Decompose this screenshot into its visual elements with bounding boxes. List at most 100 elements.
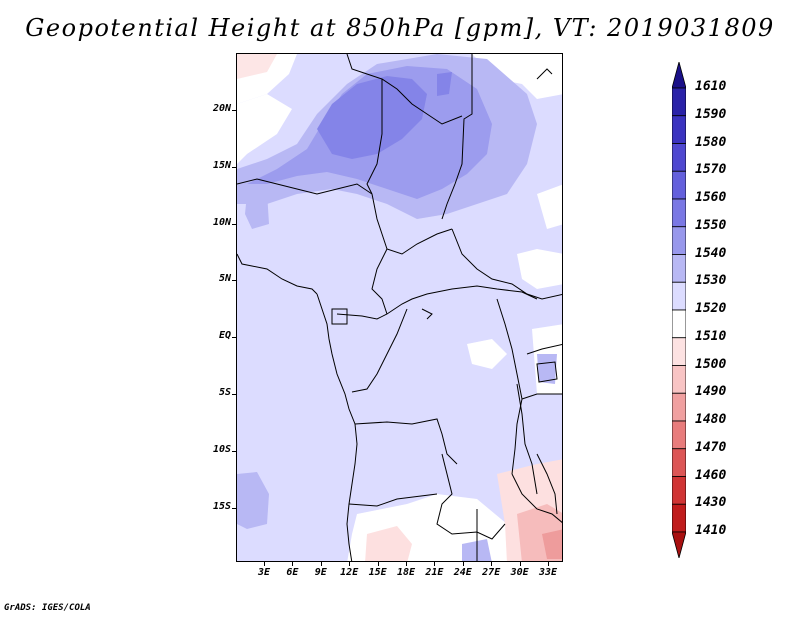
angola-zambia-border [436, 453, 506, 540]
lake-victoria [536, 361, 558, 383]
map-panel [236, 53, 563, 562]
colorbar-segment [672, 254, 686, 283]
colorbar-segment [672, 309, 686, 339]
algeria-niger-border [346, 54, 463, 125]
drc-east-border [496, 298, 523, 475]
longitude-tick [519, 562, 521, 566]
latitude-label: EQ [218, 330, 231, 342]
chart-title: Geopotential Height at 850hPa [gpm], VT:… [25, 14, 775, 42]
longitude-label: 18E [396, 567, 416, 578]
latitude-tick [232, 110, 236, 111]
colorbar-level-label: 1510 [695, 328, 727, 344]
drc-angola-border [354, 418, 458, 465]
colorbar-segment [672, 115, 686, 144]
car-sudan-border [451, 228, 562, 300]
field-1480-southeast [542, 529, 562, 559]
colorbar-level-label: 1610 [695, 79, 727, 94]
field-1550-maximum [317, 76, 427, 159]
angola-namibia-border [348, 493, 438, 507]
longitude-tick [462, 562, 464, 566]
colorbar-level-label: 1470 [695, 439, 727, 455]
colorbar-bottom-triangle [672, 531, 686, 558]
cameroon-border [371, 248, 388, 315]
field-1510-east-plateau [517, 249, 562, 289]
colorbar-level-label: 1540 [695, 245, 727, 261]
colorbar-level-label: 1430 [695, 495, 727, 511]
colorbar-level-label: 1550 [695, 217, 727, 233]
longitude-label: 6E [286, 567, 299, 578]
field-1510-west-sahara [237, 94, 292, 164]
field-1510-northeast [472, 54, 562, 99]
latitude-tick [232, 166, 236, 168]
colorbar-segment [672, 337, 686, 366]
longitude-tick [377, 562, 379, 566]
longitude-label: 15E [368, 567, 387, 578]
sahel-border [237, 178, 373, 195]
colorbar-segment [672, 392, 686, 422]
colorbar-segment [672, 420, 686, 450]
field-1530-rift-patch [537, 354, 557, 384]
colorbar-level-label: 1480 [695, 412, 727, 427]
zambia-mozambique-border [511, 473, 562, 523]
latitude-label: 15S [212, 500, 231, 512]
longitude-tick [349, 562, 351, 566]
footer-credit: GrADS: IGES/COLA [4, 603, 91, 613]
guinea-coast [237, 253, 318, 295]
longitude-tick [292, 562, 294, 566]
colorbar-level-label: 1570 [695, 162, 727, 178]
latitude-label: 10N [212, 216, 231, 228]
libya-chad-border [441, 54, 473, 220]
longitude-label: 3E [257, 567, 271, 578]
mediterranean-coast [536, 68, 553, 80]
lake-region-border [521, 393, 562, 400]
longitude-tick [491, 562, 493, 566]
equatorial-guinea [331, 308, 348, 325]
west-central-coast [316, 293, 358, 561]
latitude-tick [232, 450, 236, 452]
colorbar-segment [672, 476, 686, 505]
colorbar-segment [672, 365, 686, 394]
latitude-tick [232, 507, 236, 509]
lake-malawi [536, 453, 558, 515]
colorbar-segment [672, 448, 686, 477]
colorbar-segment [672, 281, 686, 311]
colorbar-level-label: 1560 [695, 190, 727, 205]
colorbar-level-label: 1460 [695, 467, 727, 483]
latitude-label: 15N [212, 159, 231, 171]
congo-border [351, 308, 408, 393]
geopotential-height-map [237, 54, 562, 561]
colorbar-level-label: 1500 [695, 356, 727, 372]
colorbar-segment [672, 87, 686, 117]
latitude-tick [232, 337, 236, 339]
colorbar-level-label: 1410 [695, 523, 727, 538]
colorbar-segment [672, 143, 686, 172]
latitude-tick [232, 394, 236, 395]
field-1530-southwest [237, 472, 269, 529]
latitude-tick [232, 280, 236, 282]
longitude-tick [434, 562, 436, 566]
niger-chad-border [366, 79, 383, 195]
longitude-label: 9E [314, 567, 327, 578]
longitude-tick [320, 562, 322, 566]
latitude-label: 10S [212, 443, 231, 455]
longitude-label: 24E [453, 567, 472, 578]
colorbar-segment [672, 170, 686, 200]
uganda-border [526, 343, 562, 355]
colorbar-level-label: 1590 [695, 106, 727, 122]
field-1530-west-patch [245, 192, 269, 229]
longitude-label: 21E [425, 567, 444, 578]
field-1510-northeast-small [537, 184, 562, 229]
river-fragment [421, 308, 433, 320]
equatorial-border [336, 285, 538, 320]
longitude-label: 30E [510, 567, 529, 578]
colorbar-level-label: 1490 [695, 384, 727, 400]
latitude-label: 5S [218, 387, 231, 398]
colorbar-segment [672, 503, 686, 533]
longitude-tick [406, 562, 407, 566]
colorbar-level-label: 1520 [695, 301, 727, 316]
longitude-label: 12E [340, 567, 359, 578]
field-1500-south-central [365, 526, 412, 561]
latitude-tick [232, 223, 236, 225]
longitude-tick [548, 562, 549, 566]
field-1550-spot [437, 72, 452, 96]
